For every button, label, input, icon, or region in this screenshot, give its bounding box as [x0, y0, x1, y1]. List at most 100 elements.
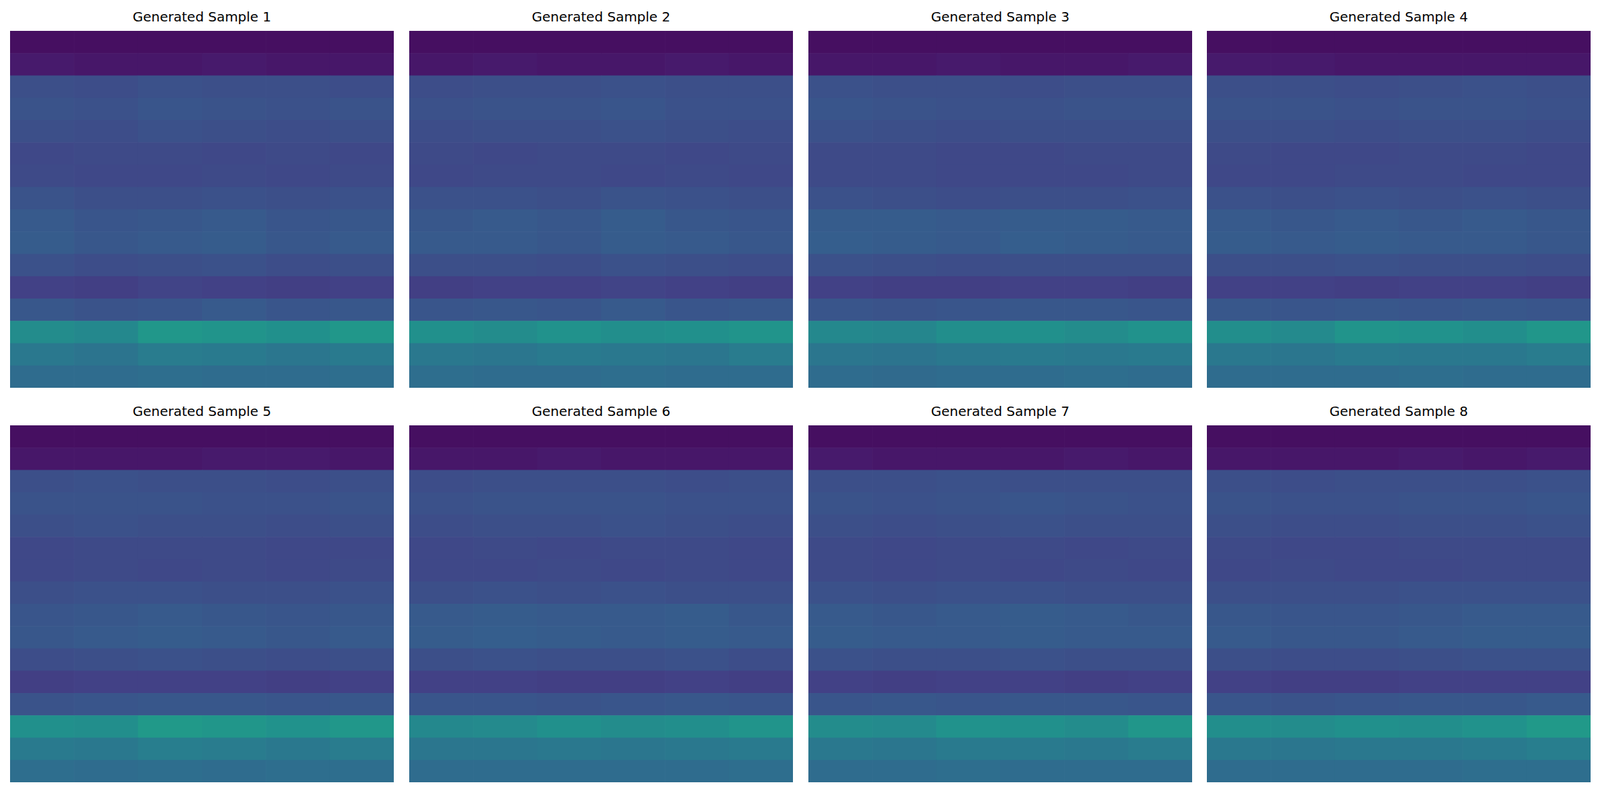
heatmap-cell [872, 581, 937, 605]
heatmap-cell [601, 142, 666, 166]
heatmap-cell [872, 276, 937, 300]
heatmap-cell [808, 276, 873, 300]
heatmap-cell [1398, 737, 1464, 761]
heatmap-cell [265, 165, 331, 188]
heatmap-cell [601, 581, 666, 605]
heatmap-cell [872, 320, 937, 344]
heatmap-cell [808, 425, 873, 449]
heatmap-cell [73, 30, 139, 54]
heatmap-cell [1335, 470, 1400, 494]
heatmap-cell [664, 254, 730, 278]
heatmap-cell [601, 559, 666, 583]
heatmap-cell [1270, 231, 1336, 255]
heatmap-cell [1335, 603, 1400, 627]
heatmap-cell [1398, 276, 1464, 300]
heatmap-cell [330, 209, 394, 233]
heatmap-cell [1335, 648, 1400, 672]
heatmap-cell [73, 760, 139, 783]
heatmap-cell [330, 75, 394, 99]
heatmap-cell [73, 737, 139, 761]
heatmap-cell [601, 254, 666, 278]
heatmap-cell [1526, 120, 1591, 143]
heatmap-cell [537, 514, 602, 538]
heatmap-cell [73, 692, 139, 716]
heatmap-cell [1398, 320, 1464, 344]
heatmap-cell [1206, 670, 1272, 694]
heatmap-cell [1526, 581, 1591, 605]
heatmap-cell [138, 187, 203, 210]
heatmap-cell [1000, 365, 1065, 388]
heatmap-cell [1462, 320, 1527, 344]
heatmap-cell [73, 298, 139, 322]
heatmap-cell [1128, 425, 1193, 449]
heatmap-cell [1526, 470, 1591, 494]
heatmap-cell [409, 737, 474, 761]
heatmap-cell [1000, 470, 1065, 494]
heatmap-cell [1128, 760, 1193, 783]
heatmap-cell [1206, 760, 1272, 783]
heatmap-cell [330, 581, 394, 605]
heatmap-cell [201, 254, 267, 278]
heatmap-cell [265, 320, 331, 344]
heatmap-cell [1128, 231, 1193, 255]
heatmap-cell [1335, 425, 1400, 449]
heatmap-cell [729, 581, 793, 605]
heatmap-cell [1462, 30, 1527, 54]
heatmap-cell [1462, 298, 1527, 322]
heatmap-cell [1000, 320, 1065, 344]
heatmap-cell [1128, 165, 1193, 188]
heatmap-cell [265, 120, 331, 143]
heatmap-cell [1526, 648, 1591, 672]
heatmap-cell [872, 470, 937, 494]
heatmap-cell [729, 514, 793, 538]
heatmap-cell [1398, 30, 1464, 54]
heatmap-cell [537, 365, 602, 388]
heatmap-cell [1270, 536, 1336, 560]
heatmap-cell [138, 75, 203, 99]
heatmap-cell [201, 737, 267, 761]
heatmap-cell [808, 625, 873, 649]
heatmap-cell [1270, 492, 1336, 516]
heatmap-cell [409, 670, 474, 694]
heatmap-cell [409, 52, 474, 76]
heatmap-cell [872, 254, 937, 278]
heatmap-cell [1206, 536, 1272, 560]
heatmap-cell [1128, 692, 1193, 716]
heatmap-cell [872, 165, 937, 188]
heatmap-cell [409, 492, 474, 516]
heatmap-cell [1526, 52, 1591, 76]
heatmap-cell [664, 142, 730, 166]
heatmap-cell [936, 365, 1001, 388]
heatmap-cell [1063, 715, 1129, 738]
heatmap-cell [729, 492, 793, 516]
heatmap-cell [10, 492, 75, 516]
heatmap-cell [936, 470, 1001, 494]
heatmap-cell [872, 187, 937, 210]
heatmap-cell [73, 165, 139, 188]
heatmap-cell [1398, 231, 1464, 255]
heatmap-cell [409, 425, 474, 449]
heatmap-cell [1206, 343, 1272, 367]
heatmap-cell [872, 120, 937, 143]
heatmap-cell [729, 97, 793, 121]
heatmap-cell [808, 648, 873, 672]
heatmap-cell [73, 492, 139, 516]
heatmap-cell [537, 715, 602, 738]
heatmap-cell [73, 559, 139, 583]
heatmap-cell [664, 120, 730, 143]
heatmap-cell [73, 320, 139, 344]
heatmap-cell [808, 75, 873, 99]
heatmap-cell [265, 97, 331, 121]
heatmap-cell [1398, 187, 1464, 210]
heatmap-cell [1000, 209, 1065, 233]
heatmap-cell [73, 715, 139, 738]
heatmap-cell [601, 187, 666, 210]
heatmap-cell [330, 760, 394, 783]
heatmap-cell [138, 447, 203, 471]
heatmap-cell [1335, 737, 1400, 761]
heatmap-cell [601, 737, 666, 761]
heatmap-cell [138, 231, 203, 255]
heatmap-cell [601, 715, 666, 738]
heatmap-cell [1270, 715, 1336, 738]
heatmap-cell [10, 737, 75, 761]
